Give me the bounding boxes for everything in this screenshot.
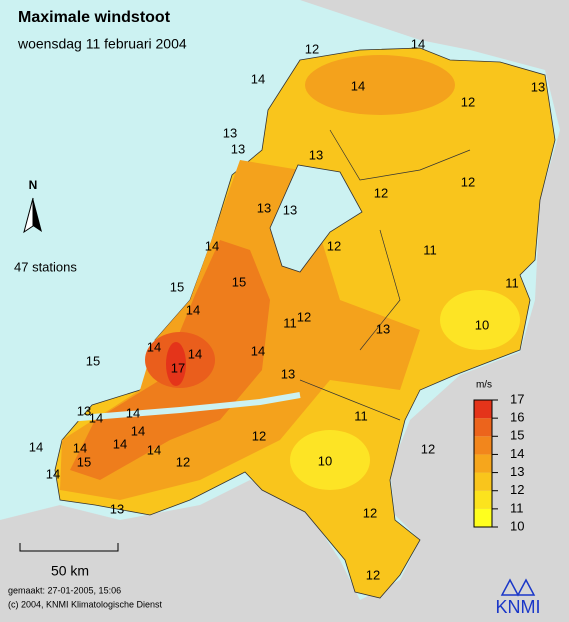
station-value: 12 [305, 41, 319, 56]
station-value: 13 [231, 141, 245, 156]
legend-tick-label: 15 [510, 428, 524, 443]
station-value: 14 [205, 238, 219, 253]
station-value: 14 [113, 436, 127, 451]
station-value: 14 [46, 466, 60, 481]
legend-tick-label: 10 [510, 518, 524, 533]
scale-label: 50 km [51, 563, 89, 579]
station-value: 11 [423, 242, 437, 257]
station-value: 15 [232, 274, 246, 289]
station-value: 10 [475, 317, 489, 332]
station-value: 13 [257, 200, 271, 215]
station-value: 17 [171, 360, 185, 375]
station-value: 14 [73, 440, 87, 455]
zone [290, 430, 370, 490]
station-value: 14 [29, 439, 43, 454]
legend-tick-label: 16 [510, 410, 524, 425]
station-value: 13 [281, 366, 295, 381]
scale-bar [19, 543, 119, 552]
station-value: 14 [89, 410, 103, 425]
legend-tick-label: 13 [510, 464, 524, 479]
station-value: 11 [505, 275, 519, 290]
station-value: 12 [363, 505, 377, 520]
station-value: 15 [77, 454, 91, 469]
station-value: 11 [283, 315, 297, 330]
logo-crown [500, 578, 536, 597]
station-value: 13 [283, 202, 297, 217]
legend-swatch [474, 472, 492, 491]
legend-swatch [474, 400, 492, 419]
footer-copyright: (c) 2004, KNMI Klimatologische Dienst [8, 599, 163, 609]
zone [166, 342, 186, 386]
title: Maximale windstoot [18, 9, 171, 26]
station-value: 12 [327, 238, 341, 253]
logo: KNMI [496, 597, 541, 617]
station-value: 14 [131, 423, 145, 438]
station-value: 15 [170, 279, 184, 294]
ijsselmeer [269, 164, 363, 273]
station-value: 12 [176, 454, 190, 469]
station-value: 13 [531, 79, 545, 94]
subtitle: woensdag 11 februari 2004 [17, 36, 187, 52]
north-arrow [33, 198, 42, 232]
legend-swatch [474, 418, 492, 437]
station-value: 13 [376, 321, 390, 336]
legend-swatch [474, 436, 492, 455]
station-value: 12 [297, 309, 311, 324]
station-count: 47 stations [14, 259, 77, 274]
station-value: 14 [188, 346, 202, 361]
station-value: 14 [411, 36, 425, 51]
station-value: 12 [421, 441, 435, 456]
zone [305, 55, 455, 115]
north-label: N [29, 178, 38, 192]
station-value: 12 [374, 185, 388, 200]
station-value: 12 [461, 174, 475, 189]
station-value: 13 [223, 125, 237, 140]
station-value: 13 [110, 501, 124, 516]
legend-tick-label: 12 [510, 482, 524, 497]
station-value: 11 [354, 408, 368, 423]
station-value: 14 [147, 442, 161, 457]
station-value: 14 [186, 302, 200, 317]
legend-frame [473, 399, 493, 528]
legend-tick-label: 14 [510, 446, 524, 461]
legend-tick-label: 17 [510, 391, 524, 406]
station-value: 10 [318, 453, 332, 468]
station-value: 12 [366, 567, 380, 582]
legend-swatch [474, 454, 492, 473]
estuary [54, 392, 301, 423]
legend-swatch [474, 508, 492, 527]
zone [440, 290, 520, 350]
station-value: 14 [251, 343, 265, 358]
station-value: 12 [252, 428, 266, 443]
station-value: 12 [461, 94, 475, 109]
station-value: 14 [351, 78, 365, 93]
legend-tick-label: 11 [510, 500, 524, 515]
station-value: 14 [147, 339, 161, 354]
province-border [299, 129, 471, 421]
station-value: 15 [86, 353, 100, 368]
legend-unit: m/s [476, 380, 492, 391]
footer-made: gemaakt: 27-01-2005, 15:06 [8, 585, 121, 595]
station-value: 13 [77, 403, 91, 418]
station-value: 14 [251, 71, 265, 86]
legend-swatch [474, 490, 492, 509]
station-value: 14 [126, 405, 140, 420]
station-value: 13 [309, 147, 323, 162]
